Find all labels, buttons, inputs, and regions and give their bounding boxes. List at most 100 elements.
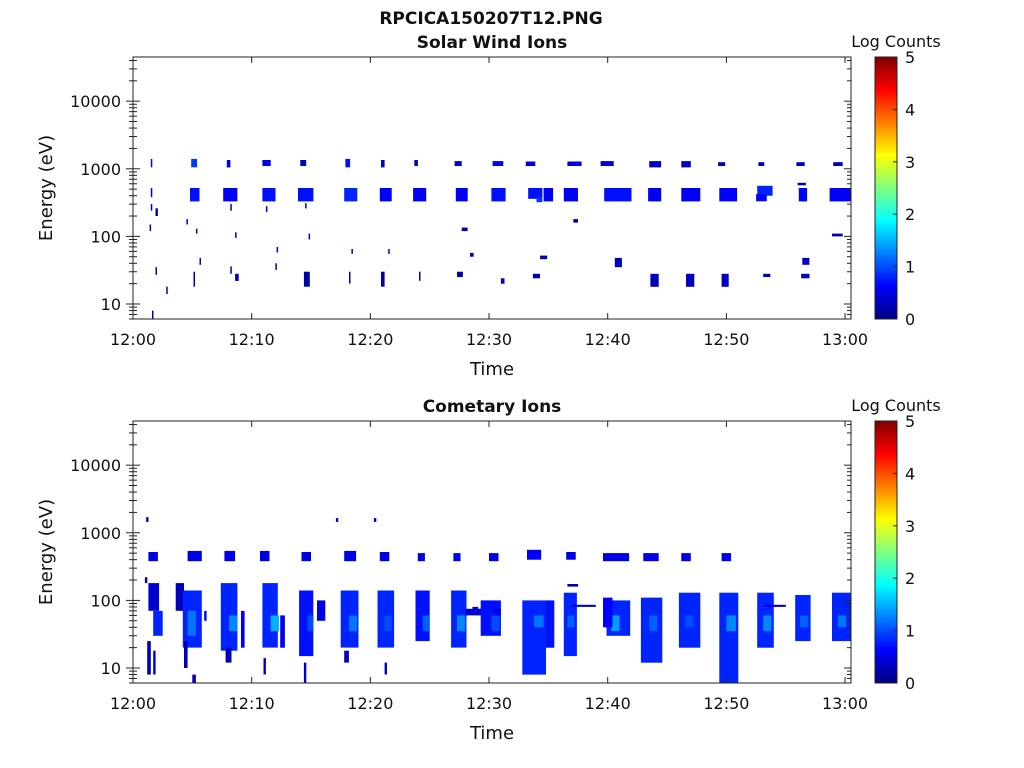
heatmap-cell: [833, 162, 843, 166]
heatmap-cell: [303, 662, 307, 683]
heatmap-cell: [454, 161, 462, 166]
heatmap-cell: [308, 233, 311, 240]
heatmap-cell: [155, 267, 157, 275]
heatmap-cell: [500, 278, 505, 284]
heatmap-cell: [187, 610, 196, 636]
y-tick-label: 100: [90, 591, 121, 610]
panel-title: Cometary Ions: [423, 397, 562, 417]
y-tick-label: 100: [90, 227, 121, 246]
heatmap-cell: [422, 615, 430, 632]
colorbar-tick-label: 1: [905, 258, 915, 277]
heatmap-cell: [763, 615, 772, 632]
colorbar-tick-label: 3: [905, 153, 915, 172]
y-tick-label: 1000: [80, 160, 121, 179]
heatmap-cell: [525, 161, 536, 166]
heatmap-cell: [335, 518, 339, 522]
heatmap-cell: [147, 641, 151, 675]
heatmap-cell: [298, 188, 314, 202]
heatmap-cell: [603, 553, 630, 562]
x-tick-label: 12:40: [585, 694, 631, 713]
heatmap-cell: [149, 224, 152, 232]
y-axis-label: Energy (eV): [36, 135, 57, 241]
y-tick-label: 10000: [70, 92, 121, 111]
heatmap-cell: [379, 552, 390, 562]
colorbar-tick-label: 0: [905, 310, 915, 329]
heatmap-cell: [829, 188, 851, 202]
heatmap-cell: [230, 266, 232, 274]
heatmap-cell: [802, 257, 810, 265]
y-tick-label: 10: [101, 295, 121, 314]
heatmap-cell: [351, 249, 353, 254]
heatmap-cell: [345, 158, 351, 168]
colorbar-tick-label: 5: [905, 48, 915, 67]
heatmap-cell: [457, 615, 466, 632]
heatmap-cell: [187, 550, 202, 562]
heatmap-cell: [317, 600, 326, 621]
colorbar-tick-label: 3: [905, 517, 915, 536]
y-tick-label: 10000: [70, 456, 121, 475]
heatmap-cell: [226, 160, 231, 168]
heatmap-cell: [417, 553, 425, 562]
y-tick-label: 10: [101, 659, 121, 678]
heatmap-cell: [650, 273, 659, 287]
heatmap-cell: [470, 252, 474, 257]
heatmap-cell: [603, 597, 613, 628]
heatmap-cell: [230, 204, 232, 211]
heatmap-cell: [224, 550, 236, 562]
heatmap-cell: [721, 553, 732, 562]
plot-frame: [132, 420, 852, 684]
colorbar-tick-label: 5: [905, 412, 915, 431]
heatmap-cell: [726, 615, 736, 632]
heatmap-cell: [798, 188, 808, 202]
heatmap-cell: [153, 650, 156, 675]
heatmap-cell: [801, 273, 810, 279]
heatmap-cell: [491, 615, 500, 632]
heatmap-cell: [235, 273, 239, 281]
heatmap-cell: [600, 161, 614, 166]
heatmap-cell: [148, 552, 158, 562]
heatmap-cell: [686, 273, 695, 287]
heatmap-cell: [563, 188, 578, 202]
heatmap-cell: [567, 161, 582, 166]
y-tick-label: 1000: [80, 524, 121, 543]
colorbar-gradient: [874, 420, 898, 684]
heatmap-cell: [305, 203, 307, 209]
x-tick-label: 12:10: [229, 330, 275, 349]
heatmap-cell: [572, 604, 596, 607]
heatmap-cell: [455, 188, 468, 202]
heatmap-cell: [223, 188, 238, 202]
heatmap-cell: [493, 608, 501, 616]
x-tick-label: 12:20: [347, 694, 393, 713]
heatmap-cell: [381, 271, 385, 287]
heatmap-cell: [379, 188, 392, 202]
heatmap-cell: [527, 549, 542, 560]
x-tick-label: 12:50: [703, 694, 749, 713]
x-tick-label: 13:00: [822, 330, 868, 349]
colorbar-tick-label: 4: [905, 464, 915, 483]
heatmap-cell: [344, 650, 349, 663]
heatmap-cell: [270, 615, 279, 632]
heatmap-cell: [522, 600, 546, 675]
heatmap-cell: [832, 233, 843, 237]
x-tick-label: 12:30: [466, 694, 512, 713]
heatmap-cell: [373, 518, 377, 522]
heatmap-cell: [303, 271, 310, 287]
heatmap-cell: [262, 160, 271, 166]
heatmap-cell: [150, 188, 153, 198]
heatmap-cell: [146, 517, 149, 522]
x-tick-label: 12:00: [110, 694, 156, 713]
heatmap-cell: [719, 188, 738, 202]
x-tick-label: 12:30: [466, 330, 512, 349]
heatmap-cell: [193, 271, 195, 287]
heatmap-cell: [280, 615, 285, 648]
colorbar-tick-label: 1: [905, 622, 915, 641]
x-tick-label: 12:10: [229, 694, 275, 713]
heatmap-cell: [472, 606, 479, 611]
heatmap-cell: [489, 553, 499, 562]
heatmap-cell: [757, 185, 773, 196]
heatmap-cell: [381, 160, 385, 168]
heatmap-cell: [349, 615, 358, 632]
heatmap-cell: [344, 188, 358, 202]
heatmap-cell: [388, 249, 390, 254]
heatmap-cell: [262, 188, 276, 202]
